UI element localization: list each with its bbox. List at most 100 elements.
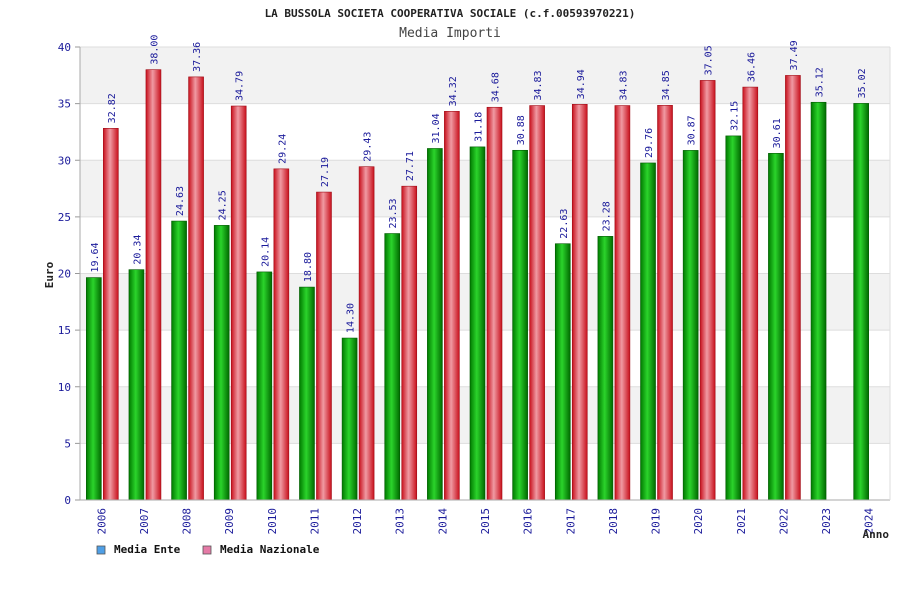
x-tick-label: 2013 (394, 508, 407, 535)
bar-media-ente-2014 (427, 148, 443, 501)
x-tick-label: 2023 (820, 508, 833, 535)
chart-title: LA BUSSOLA SOCIETA COOPERATIVA SOCIALE (… (265, 7, 636, 20)
x-tick-label: 2007 (138, 508, 151, 535)
bar-media-ente-2016 (512, 149, 528, 501)
bar-media-ente-2011 (299, 286, 315, 501)
value-label: 37.36 (192, 42, 203, 72)
bar-media-ente-2013 (384, 233, 401, 501)
value-label: 22.63 (559, 209, 570, 239)
bar-media-nazionale-2013 (401, 185, 418, 501)
bar-media-ente-2020 (682, 150, 699, 501)
bar-media-nazionale-2015 (486, 106, 503, 501)
value-label: 34.85 (661, 70, 672, 100)
value-label: 38.00 (149, 35, 160, 65)
legend-label-media-ente: Media Ente (114, 543, 181, 556)
bar-media-nazionale-2018 (614, 105, 631, 501)
value-label: 14.30 (346, 303, 357, 333)
y-tick-label: 10 (58, 381, 71, 394)
y-axis-title: Euro (43, 261, 56, 288)
value-label: 27.19 (320, 157, 331, 187)
bar-media-nazionale-2007 (145, 69, 162, 501)
value-label: 24.63 (175, 186, 186, 216)
y-tick-label: 25 (58, 211, 71, 224)
y-tick-label: 40 (58, 41, 71, 54)
bar-media-ente-2024 (853, 103, 869, 501)
x-tick-label: 2009 (223, 508, 236, 535)
y-tick-label: 20 (58, 268, 71, 281)
value-label: 29.76 (644, 128, 655, 158)
bar-media-nazionale-2020 (699, 80, 716, 501)
value-label: 34.79 (235, 71, 246, 101)
value-label: 34.68 (491, 72, 502, 102)
x-axis-title: Anno (863, 528, 890, 541)
x-tick-label: 2015 (479, 508, 492, 535)
value-label: 37.49 (789, 40, 800, 70)
value-label: 34.94 (576, 69, 587, 99)
bar-media-nazionale-2010 (273, 168, 290, 501)
bar-media-nazionale-2019 (657, 105, 673, 501)
axes: 0 5 10 15 20 25 30 35 40 2006 2007 2008 2009 2010 2011… (58, 41, 891, 535)
legend: Media Ente Media Nazionale (96, 543, 320, 556)
bar-media-ente-2012 (341, 337, 358, 501)
bar-media-nazionale-2009 (230, 105, 247, 501)
bar-media-ente-2021 (725, 135, 742, 501)
bar-media-nazionale-2014 (444, 111, 460, 501)
bar-media-ente-2009 (213, 225, 230, 501)
bar-media-nazionale-2022 (785, 75, 801, 501)
x-tick-label: 2019 (650, 508, 663, 535)
value-label: 31.18 (474, 112, 485, 142)
value-label: 30.87 (687, 115, 698, 145)
bar-media-ente-2010 (256, 271, 273, 501)
value-labels: 19.64 32.82 20.34 38.00 24.63 37.36 24.25 34.79… (90, 35, 868, 334)
x-tick-label: 2024 (863, 508, 876, 535)
x-tick-label: 2014 (436, 508, 449, 535)
x-tick-label: 2020 (692, 508, 705, 535)
y-tick-label: 5 (64, 437, 71, 450)
value-label: 27.71 (405, 151, 416, 181)
bar-media-ente-2007 (128, 269, 145, 501)
value-label: 30.61 (772, 118, 783, 148)
x-tick-label: 2011 (308, 508, 321, 535)
bar-media-nazionale-2021 (742, 86, 759, 501)
value-label: 35.02 (857, 68, 868, 98)
value-label: 31.04 (431, 113, 442, 143)
value-label: 20.34 (132, 235, 143, 265)
value-label: 29.43 (363, 132, 374, 162)
value-label: 29.24 (277, 134, 288, 164)
bar-media-ente-2015 (469, 146, 486, 501)
x-tick-label: 2006 (95, 508, 108, 535)
value-label: 24.25 (218, 190, 229, 220)
bar-media-ente-2023 (810, 101, 827, 501)
legend-label-media-nazionale: Media Nazionale (220, 543, 320, 556)
bar-media-nazionale-2012 (358, 166, 375, 501)
bar-media-ente-2008 (171, 220, 187, 501)
bar-media-nazionale-2008 (188, 76, 204, 501)
x-tick-label: 2016 (522, 508, 535, 535)
value-label: 32.15 (729, 101, 740, 131)
y-tick-label: 30 (58, 154, 71, 167)
bar-media-ente-2006 (86, 277, 102, 501)
value-label: 30.88 (516, 115, 527, 145)
chart-subtitle: Media Importi (399, 26, 501, 41)
value-label: 32.82 (107, 93, 118, 123)
value-label: 34.83 (533, 70, 544, 100)
bar-media-nazionale-2016 (529, 105, 545, 501)
value-label: 19.64 (90, 242, 101, 272)
legend-swatch-media-ente (96, 545, 106, 555)
x-tick-label: 2022 (777, 508, 790, 535)
y-tick-label: 15 (58, 324, 71, 337)
value-label: 20.14 (260, 237, 271, 267)
x-tick-label: 2008 (181, 508, 194, 535)
bar-media-ente-2018 (597, 236, 614, 501)
value-label: 35.12 (815, 67, 826, 97)
x-tick-label: 2021 (735, 508, 748, 535)
y-tick-label: 35 (58, 98, 71, 111)
bar-media-ente-2022 (768, 153, 784, 501)
x-tick-label: 2018 (607, 508, 620, 535)
x-tick-label: 2010 (266, 508, 279, 535)
bar-media-nazionale-2017 (571, 104, 588, 501)
bars (86, 69, 869, 501)
bar-media-nazionale-2006 (103, 128, 119, 501)
